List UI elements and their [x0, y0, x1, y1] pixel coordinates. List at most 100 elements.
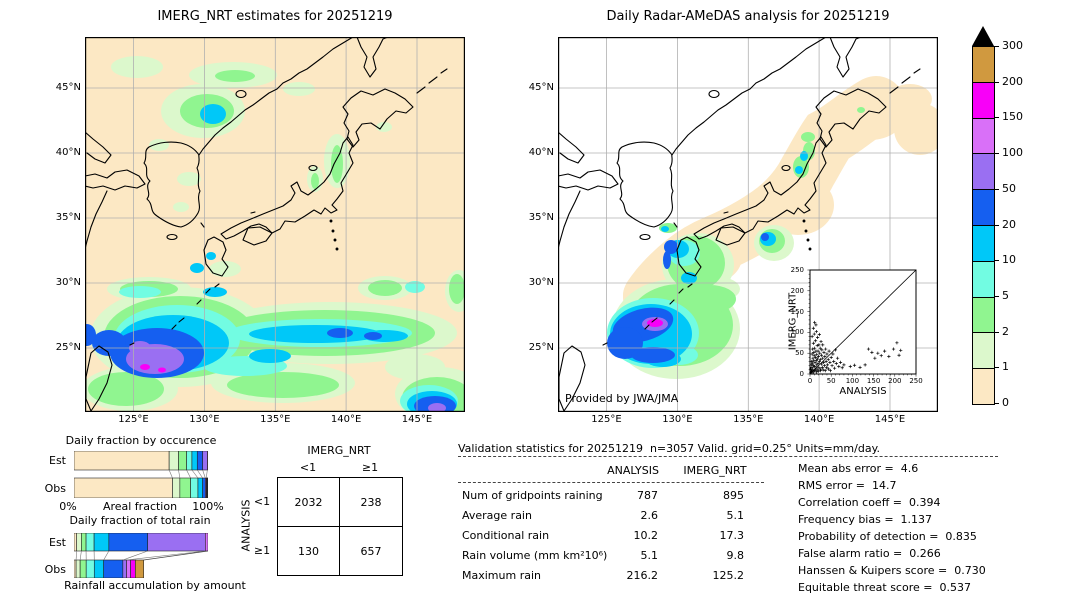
scatter-point: [814, 370, 818, 374]
y-tick-label-right: 35°N: [528, 212, 554, 223]
occurrence-x-max: 100%: [192, 500, 224, 513]
colorbar-overflow-arrow: [971, 26, 994, 46]
colorbar-tick-label: 300: [1002, 39, 1023, 52]
bar-segment: [81, 533, 87, 552]
bar-segment: [147, 533, 206, 552]
scatter-point: [821, 343, 825, 347]
colorbar-tick-label: 5: [1002, 288, 1009, 302]
occurrence-x-min: 0%: [59, 500, 77, 513]
bar-segment: [75, 559, 81, 578]
imerg-precipitation-map: [85, 37, 465, 412]
bar-segment: [191, 451, 198, 471]
bar-connector: [126, 550, 206, 561]
scatter-point: [816, 362, 820, 366]
scatter-point: [822, 364, 827, 368]
total-rain-title: Daily fraction of total rain: [69, 514, 211, 527]
contingency-table: 2032 238 130 657: [277, 477, 403, 576]
bar-connector: [103, 550, 110, 561]
colorbar-tick-label: 100: [1002, 146, 1023, 160]
y-tick-label-left: 30°N: [55, 277, 81, 288]
validation-header: Validation statistics for 20251219 n=305…: [458, 442, 881, 455]
scatter-point: [830, 364, 834, 368]
scatter-point: [817, 359, 821, 364]
inset-y-tick-label: 200: [790, 286, 804, 295]
scatter-point: [842, 363, 846, 367]
scatter-point: [816, 357, 820, 361]
scatter-point: [820, 348, 824, 352]
scatter-point: [895, 341, 899, 345]
scatter-point: [815, 352, 819, 357]
scatter-point: [832, 359, 836, 364]
bar-segment: [108, 533, 149, 552]
scatter-point: [824, 347, 828, 351]
x-tick-label-left: 140°E: [330, 414, 362, 425]
scatter-point: [819, 362, 824, 366]
bar-segment: [74, 451, 170, 471]
scatter-point: [818, 351, 822, 355]
y-tick-label-right: 30°N: [528, 277, 554, 288]
bar-connector: [143, 550, 208, 561]
occurrence-title: Daily fraction by occurence: [65, 434, 217, 447]
occurrence-x-label: Areal fraction: [102, 500, 178, 513]
colorbar-tick: [994, 367, 999, 369]
bar-connector: [75, 550, 77, 561]
scatter-point: [816, 335, 820, 339]
contingency-row-label-ge1: ≥1: [253, 544, 271, 557]
colorbar-tick-label: 20: [1002, 217, 1016, 231]
skill-score-line: False alarm ratio = 0.266: [798, 547, 941, 560]
scatter-point: [866, 347, 871, 351]
scatter-point: [813, 339, 818, 343]
bar-segment: [74, 477, 173, 498]
scatter-point: [831, 352, 835, 356]
scatter-point: [810, 359, 814, 364]
scatter-point: [809, 363, 813, 367]
occurrence-obs-label: Obs: [44, 482, 66, 495]
validation-row-label: Conditional rain: [462, 529, 550, 542]
total-rain-bars-chart: [74, 533, 208, 578]
bar-connector: [186, 469, 191, 479]
x-tick-label-left: 135°E: [260, 414, 291, 425]
bar-connector: [79, 550, 82, 561]
bar-segment: [85, 533, 95, 552]
scatter-point: [816, 369, 821, 373]
scatter-point: [813, 360, 817, 364]
colorbar-segment: [973, 47, 994, 82]
inset-x-axis-label: ANALYSIS: [839, 386, 887, 397]
scatter-point: [824, 366, 829, 370]
y-tick-label-right: 40°N: [528, 147, 554, 158]
inset-x-tick-label: 200: [888, 377, 902, 385]
scatter-point: [819, 339, 823, 344]
colorbar-tick: [994, 188, 999, 190]
scatter-point: [810, 334, 814, 339]
scatter-point: [810, 352, 814, 356]
colorbar-tick: [994, 295, 999, 297]
inset-y-tick-label: 150: [790, 307, 804, 316]
colorbar-tick: [994, 46, 999, 47]
colorbar-tick-label: 10: [1002, 253, 1016, 267]
scatter-point: [812, 332, 816, 336]
scatter-inset-plot: [807, 269, 917, 377]
colorbar-tick: [994, 260, 999, 262]
bar-segment: [197, 477, 203, 498]
validation-row-analysis: 787: [637, 489, 658, 502]
scatter-point: [812, 359, 816, 363]
scatter-point: [814, 329, 818, 334]
contingency-cell-01: 238: [360, 495, 382, 509]
scatter-point: [876, 351, 880, 355]
scatter-point: [813, 346, 817, 350]
bar-connector: [202, 469, 206, 479]
occurrence-bars-chart: [74, 451, 208, 498]
scatter-point: [827, 349, 831, 353]
total-rain-est-label: Est: [49, 536, 66, 549]
scatter-point: [817, 332, 821, 337]
bar-segment: [178, 451, 187, 471]
validation-col-analysis: ANALYSIS: [607, 464, 659, 477]
colorbar-tick: [994, 403, 999, 404]
colorbar-tick-label: 0: [1002, 396, 1009, 409]
bar-connector: [168, 469, 173, 479]
bar-segment: [93, 533, 110, 552]
bar-segment: [74, 533, 77, 552]
validation-row-imerg: 895: [723, 489, 744, 502]
scatter-point: [879, 354, 883, 358]
